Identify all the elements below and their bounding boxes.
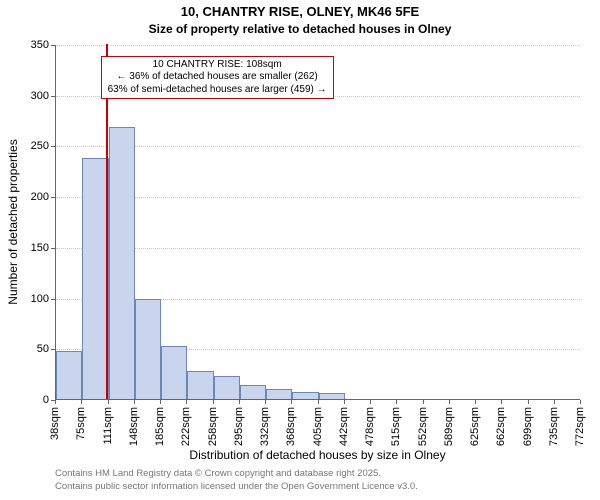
y-tick-label: 150: [4, 242, 49, 254]
footer-line-2: Contains public sector information licen…: [55, 481, 418, 492]
y-tick-mark: [51, 96, 55, 97]
histogram-bar: [161, 346, 187, 399]
x-tick-mark: [370, 400, 371, 404]
x-tick-mark: [501, 400, 502, 404]
chart-subtitle: Size of property relative to detached ho…: [0, 22, 600, 36]
x-tick-mark: [554, 400, 555, 404]
x-tick-mark: [265, 400, 266, 404]
x-tick-label: 111sqm: [102, 407, 114, 445]
x-tick-mark: [108, 400, 109, 404]
x-tick-label: 148sqm: [128, 407, 140, 446]
chart-container: 10, CHANTRY RISE, OLNEY, MK46 5FE Size o…: [0, 0, 600, 500]
y-tick-label: 350: [4, 39, 49, 51]
x-tick-mark: [449, 400, 450, 404]
x-tick-label: 625sqm: [469, 407, 481, 446]
y-tick-label: 50: [4, 343, 49, 355]
x-tick-mark: [396, 400, 397, 404]
x-tick-mark: [186, 400, 187, 404]
y-tick-mark: [51, 349, 55, 350]
gridline: [56, 45, 580, 46]
histogram-bar: [292, 392, 318, 399]
footer-line-1: Contains HM Land Registry data © Crown c…: [55, 468, 381, 479]
x-tick-label: 405sqm: [312, 407, 324, 446]
x-tick-mark: [580, 400, 581, 404]
x-tick-mark: [134, 400, 135, 404]
histogram-bar: [109, 127, 135, 399]
x-tick-mark: [291, 400, 292, 404]
x-tick-label: 38sqm: [49, 407, 61, 440]
annotation-line: 63% of semi-detached houses are larger (…: [108, 84, 327, 97]
y-tick-mark: [51, 197, 55, 198]
x-tick-label: 478sqm: [364, 407, 376, 446]
x-tick-label: 258sqm: [207, 407, 219, 446]
y-tick-label: 100: [4, 293, 49, 305]
x-tick-mark: [213, 400, 214, 404]
histogram-bar: [214, 376, 240, 399]
y-tick-label: 250: [4, 140, 49, 152]
annotation-line: ← 36% of detached houses are smaller (26…: [108, 71, 327, 84]
x-tick-label: 552sqm: [417, 407, 429, 446]
x-tick-label: 222sqm: [180, 407, 192, 446]
x-tick-label: 295sqm: [233, 407, 245, 446]
x-axis-label: Distribution of detached houses by size …: [55, 448, 580, 462]
y-tick-label: 300: [4, 90, 49, 102]
x-tick-label: 515sqm: [390, 407, 402, 446]
y-tick-label: 200: [4, 191, 49, 203]
x-tick-mark: [528, 400, 529, 404]
histogram-bar: [56, 351, 82, 399]
y-tick-mark: [51, 299, 55, 300]
x-tick-mark: [239, 400, 240, 404]
chart-title: 10, CHANTRY RISE, OLNEY, MK46 5FE: [0, 4, 600, 19]
histogram-bar: [82, 158, 108, 399]
y-tick-mark: [51, 146, 55, 147]
histogram-bar: [135, 299, 161, 399]
x-tick-mark: [423, 400, 424, 404]
x-tick-label: 662sqm: [495, 407, 507, 446]
y-tick-mark: [51, 45, 55, 46]
x-tick-label: 772sqm: [574, 407, 586, 446]
x-tick-label: 699sqm: [522, 407, 534, 446]
histogram-bar: [266, 389, 292, 399]
x-tick-label: 368sqm: [285, 407, 297, 446]
x-tick-label: 332sqm: [259, 407, 271, 446]
histogram-bar: [240, 385, 266, 399]
x-tick-label: 185sqm: [154, 407, 166, 446]
histogram-bar: [319, 393, 345, 399]
y-tick-mark: [51, 248, 55, 249]
x-tick-mark: [475, 400, 476, 404]
histogram-bar: [187, 371, 213, 399]
x-tick-label: 442sqm: [338, 407, 350, 446]
x-tick-mark: [318, 400, 319, 404]
plot-area: 10 CHANTRY RISE: 108sqm← 36% of detached…: [55, 45, 580, 400]
x-tick-mark: [160, 400, 161, 404]
annotation-line: 10 CHANTRY RISE: 108sqm: [108, 59, 327, 72]
x-tick-mark: [344, 400, 345, 404]
x-tick-label: 735sqm: [548, 407, 560, 446]
y-tick-label: 0: [4, 394, 49, 406]
x-tick-label: 75sqm: [75, 407, 87, 440]
x-tick-mark: [81, 400, 82, 404]
x-tick-mark: [55, 400, 56, 404]
x-tick-label: 589sqm: [443, 407, 455, 446]
annotation-box: 10 CHANTRY RISE: 108sqm← 36% of detached…: [101, 56, 334, 100]
